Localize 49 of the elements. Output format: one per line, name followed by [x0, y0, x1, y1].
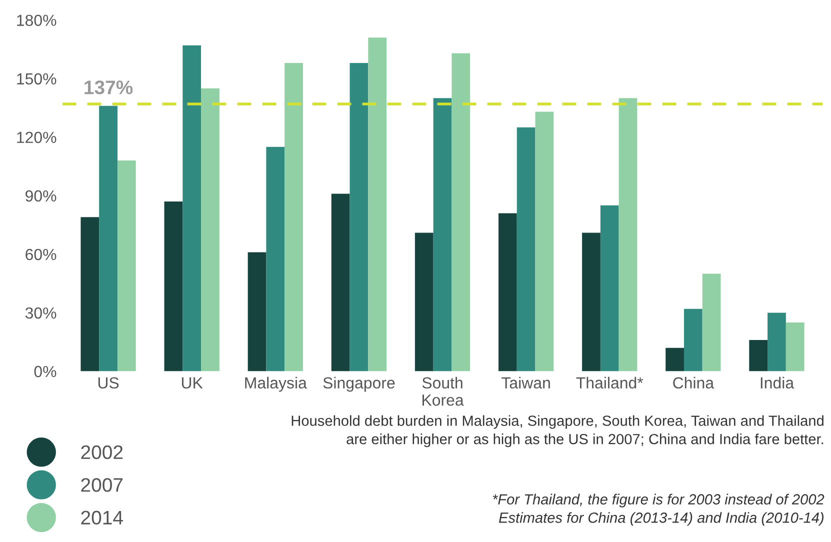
bar: [516, 127, 536, 372]
bar: [768, 312, 786, 372]
y-tick-label: 180%: [17, 14, 56, 26]
x-tick-label: Taiwan: [502, 376, 550, 389]
y-tick-label: 120%: [17, 132, 56, 144]
x-tick-label: South Korea: [422, 376, 464, 406]
x-tick-label: US: [98, 377, 119, 389]
x-tick-label: Thailand*: [576, 376, 644, 389]
text: Household debt burden in Malaysia, Singapore, South Korea, Taiwan and Thailand are either higher or as high as the US in 2007; China and India fare better.: [292, 415, 824, 448]
bar: [684, 308, 702, 372]
bar: [535, 112, 554, 372]
bar: [350, 62, 368, 372]
x-tick-label: India: [760, 376, 794, 389]
bar: [331, 194, 350, 372]
bar: [266, 146, 285, 372]
x-tick-label: China: [673, 376, 714, 389]
x-tick-label: UK: [182, 377, 203, 389]
bar: [99, 106, 118, 372]
bar: [201, 88, 220, 372]
bar: [498, 213, 517, 372]
bar: [248, 252, 266, 372]
bar: [117, 160, 136, 372]
y-tick-label: 30%: [25, 307, 56, 319]
bar: [582, 232, 600, 372]
y-tick-label: 0%: [34, 366, 56, 378]
bar: [600, 205, 619, 372]
bar: [786, 322, 804, 372]
bar: [702, 274, 721, 372]
bar: [666, 348, 684, 372]
bar: [749, 340, 768, 372]
text: *For Thailand, the figure is for 2003 instead of 2002 Estimates for China (2013-14) and India (2010-14): [492, 494, 824, 526]
bar: [164, 202, 183, 372]
bar: [182, 45, 202, 372]
y-tick-label: 150%: [17, 73, 56, 85]
x-tick-label: Malaysia: [245, 376, 307, 392]
legend-label: 2014: [81, 510, 123, 525]
y-tick-label: 90%: [26, 190, 56, 202]
bar: [452, 53, 470, 372]
bar: [433, 98, 452, 372]
legend-label: 2002: [81, 445, 123, 460]
y-tick-label: 60%: [26, 248, 56, 260]
bar: [414, 232, 434, 372]
ref-line-label: 137%: [84, 80, 133, 94]
x-tick-label: Singapore: [323, 376, 395, 392]
legend-label: 2007: [81, 478, 123, 492]
bar: [368, 38, 387, 372]
bar: [80, 217, 100, 372]
bar: [284, 62, 303, 372]
bar: [618, 98, 638, 372]
